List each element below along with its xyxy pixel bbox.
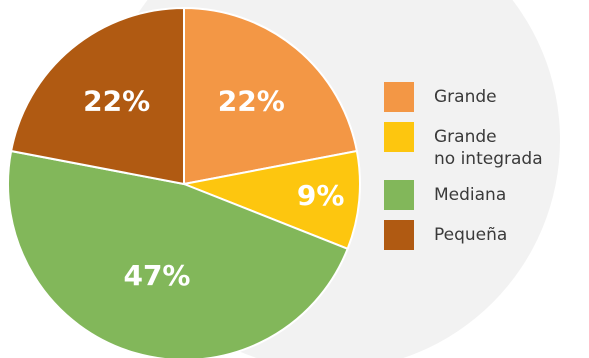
legend-label-grande-no-integrada: Grande no integrada (434, 127, 543, 169)
pie-label-grande-no-integrada: 9% (297, 179, 345, 212)
pie-slice-labels: 22% 9% 47% 22% (83, 85, 344, 292)
legend-item-grande: Grande (384, 82, 584, 112)
legend-swatch-grande-no-integrada (384, 122, 414, 152)
legend-item-grande-no-integrada: Grande no integrada (384, 122, 584, 170)
pie-slice-pequena (9, 6, 185, 186)
legend: Grande Grande no integrada Mediana Peque… (384, 82, 584, 260)
pie-label-grande: 22% (218, 85, 285, 118)
legend-item-mediana: Mediana (384, 180, 584, 210)
legend-label-pequena: Pequeña (434, 225, 508, 245)
pie-slice-mediana (7, 149, 349, 358)
pie-slice-grande (183, 6, 359, 186)
pie-slice-grande-no-integrada (180, 149, 361, 251)
legend-label-mediana: Mediana (434, 185, 507, 205)
pie-label-mediana: 47% (123, 259, 190, 292)
legend-swatch-grande (384, 82, 414, 112)
pie-label-pequena: 22% (83, 85, 150, 118)
legend-label-grande: Grande (434, 87, 497, 107)
legend-swatch-mediana (384, 180, 414, 210)
legend-swatch-pequena (384, 220, 414, 250)
pie-slices (7, 6, 361, 358)
legend-item-pequena: Pequeña (384, 220, 584, 250)
